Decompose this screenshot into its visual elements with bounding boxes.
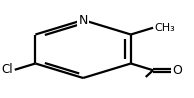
Text: Cl: Cl	[1, 63, 13, 76]
Text: O: O	[172, 64, 182, 77]
Text: CH₃: CH₃	[154, 23, 175, 33]
Text: N: N	[78, 14, 88, 27]
